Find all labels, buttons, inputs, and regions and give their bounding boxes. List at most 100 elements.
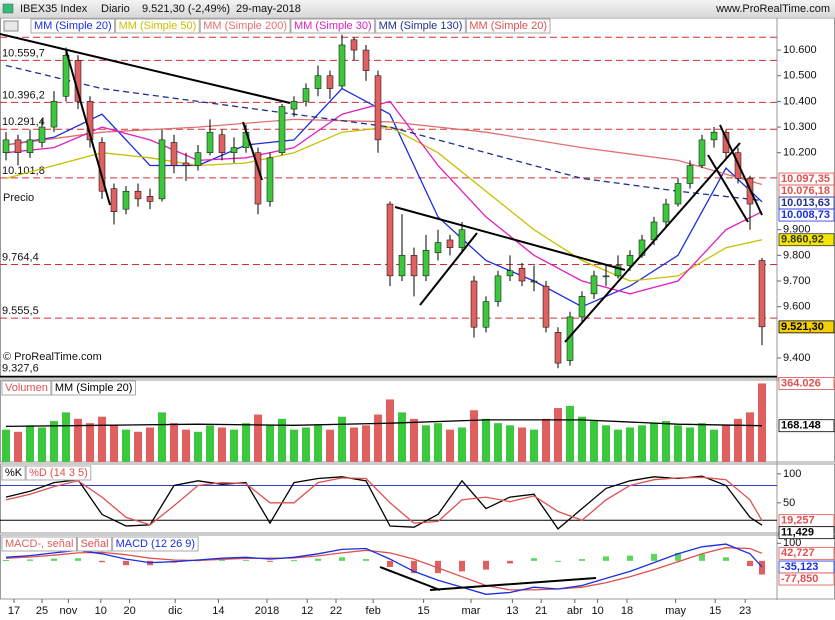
legend-entry: MM (Simple 50) bbox=[119, 20, 197, 32]
value-tag: 10.013,63 bbox=[781, 197, 830, 209]
value-tag: 10.076,18 bbox=[781, 185, 830, 197]
trend-line bbox=[707, 154, 749, 223]
x-tick-label: dic bbox=[168, 605, 183, 617]
period: Diario bbox=[101, 3, 130, 15]
candle-body bbox=[434, 242, 442, 254]
x-tick-label: 10 bbox=[95, 605, 107, 617]
histogram-bar bbox=[603, 556, 609, 561]
level-label: 9.764,4 bbox=[2, 251, 39, 263]
volume-bar bbox=[170, 423, 178, 462]
candle-body bbox=[146, 196, 154, 202]
value-tag: 10.097,35 bbox=[781, 173, 830, 185]
volume-bar bbox=[230, 429, 238, 462]
histogram-bar bbox=[315, 558, 321, 561]
x-tick-label: 25 bbox=[36, 605, 48, 617]
histogram-bar bbox=[675, 552, 681, 561]
trend-line bbox=[65, 49, 111, 206]
value-tag-box bbox=[778, 377, 835, 390]
volume-bar bbox=[590, 421, 598, 462]
candle-body bbox=[2, 139, 10, 153]
legend-box bbox=[30, 18, 116, 34]
candle-body bbox=[422, 249, 430, 277]
volume-bar bbox=[314, 425, 322, 462]
indicator-line bbox=[5, 126, 763, 282]
volume-bar bbox=[338, 416, 346, 462]
volume-bar bbox=[422, 425, 430, 462]
value-tag: 11,429 bbox=[781, 527, 814, 539]
price: 9.521,30 (-2,49%) bbox=[142, 3, 230, 15]
legend-box bbox=[290, 18, 376, 34]
y-tick-label: 10.300 bbox=[783, 121, 817, 133]
volume-bar bbox=[206, 425, 214, 462]
volume-bar bbox=[350, 427, 358, 462]
indicator-line bbox=[5, 87, 763, 308]
value-tag-box bbox=[778, 526, 835, 540]
volume-bar bbox=[398, 412, 406, 462]
legend-entry: %D (14 3 5) bbox=[29, 467, 88, 479]
histogram-bar bbox=[759, 560, 765, 575]
indicator-line bbox=[5, 547, 763, 591]
candle-body bbox=[194, 152, 202, 166]
candle-body bbox=[182, 162, 190, 166]
volume-bar bbox=[194, 431, 202, 462]
value-tag: 364.026 bbox=[781, 377, 821, 389]
volume-bar bbox=[278, 418, 286, 462]
volume-bar bbox=[266, 425, 274, 462]
level-label: 10.291,4 bbox=[2, 116, 45, 128]
volume-bar bbox=[494, 423, 502, 462]
candle-body bbox=[518, 267, 526, 282]
support-label: 9.327,6 bbox=[2, 362, 39, 374]
value-tag-box bbox=[778, 572, 835, 586]
candle-body bbox=[38, 126, 46, 143]
indicator-line bbox=[5, 64, 763, 202]
histogram-bar bbox=[507, 560, 513, 564]
level-label: 9.555,5 bbox=[2, 305, 39, 317]
candle-body bbox=[542, 285, 550, 328]
histogram-bar bbox=[291, 560, 297, 562]
volume-bar bbox=[446, 429, 454, 462]
candle-body bbox=[302, 88, 310, 102]
volume-bar bbox=[614, 429, 622, 462]
level-label: 10.396,2 bbox=[2, 89, 45, 101]
candle-body bbox=[338, 44, 346, 87]
histogram-bar bbox=[51, 558, 57, 561]
candle-body bbox=[482, 301, 490, 328]
legend-entry: MM (Simple 20) bbox=[34, 20, 112, 32]
y-tick-label: 9.800 bbox=[783, 249, 811, 261]
volume-bar bbox=[242, 423, 250, 462]
histogram-bar bbox=[75, 558, 81, 561]
value-tag: -35,123 bbox=[781, 561, 818, 573]
credit: © ProRealTime.com bbox=[3, 351, 102, 363]
volume-bar bbox=[662, 421, 670, 462]
volume-bar bbox=[734, 418, 742, 462]
histogram-bar bbox=[27, 559, 33, 561]
volume-bar bbox=[434, 423, 442, 462]
candle-body bbox=[614, 265, 622, 277]
histogram-bar bbox=[579, 559, 585, 561]
legend-box bbox=[112, 536, 199, 552]
x-tick-label: 20 bbox=[123, 605, 135, 617]
legend-box bbox=[465, 18, 551, 34]
histogram-bar bbox=[483, 560, 489, 570]
volume-bar bbox=[14, 431, 22, 462]
x-tick-label: 12 bbox=[301, 605, 313, 617]
legend-box bbox=[1, 465, 26, 481]
trend-line bbox=[429, 577, 597, 591]
volume-bar bbox=[218, 427, 226, 462]
candle-body bbox=[362, 49, 370, 71]
volume-bar bbox=[458, 427, 466, 462]
volume-bar bbox=[650, 423, 658, 462]
y-tick-label: 10.600 bbox=[783, 44, 817, 56]
volume-bar bbox=[146, 427, 154, 462]
legend-icon bbox=[3, 20, 19, 32]
trend-line bbox=[242, 121, 263, 181]
candle-body bbox=[674, 183, 682, 205]
value-tag: 42,727 bbox=[781, 547, 815, 559]
volume-bar bbox=[182, 429, 190, 462]
symbol-icon bbox=[2, 3, 14, 14]
candle-body bbox=[590, 275, 598, 295]
plot-layer: 10.559,7 10.396,2 10.291,4 10.101,8 9.764,4 9… bbox=[0, 17, 835, 617]
candle-body bbox=[626, 255, 634, 266]
indicator-line bbox=[5, 419, 763, 428]
candle-body bbox=[470, 280, 478, 328]
